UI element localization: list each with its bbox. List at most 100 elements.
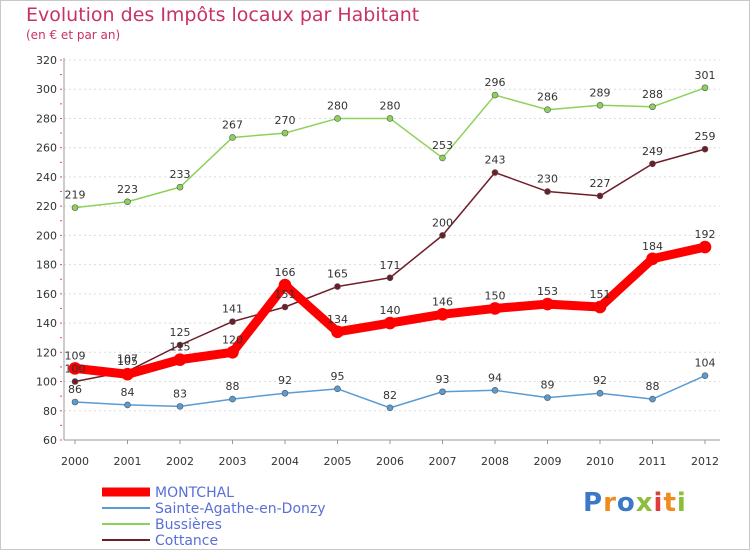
data-label: 120 xyxy=(222,333,243,346)
data-point xyxy=(278,278,292,292)
y-tick-label: 300 xyxy=(36,83,57,96)
data-label: 192 xyxy=(695,228,716,241)
logo-letter: o xyxy=(616,488,636,518)
legend-label: Cottance xyxy=(155,533,218,549)
data-label: 100 xyxy=(65,363,86,376)
data-label: 249 xyxy=(642,145,663,158)
data-label: 166 xyxy=(275,266,296,279)
data-point xyxy=(386,404,394,412)
data-point xyxy=(334,385,341,393)
x-tick-label: 2010 xyxy=(586,455,614,468)
data-label: 184 xyxy=(642,240,663,253)
y-tick-label: 240 xyxy=(36,171,57,184)
data-label: 270 xyxy=(275,114,296,127)
logo-letter: r xyxy=(603,488,617,518)
data-label: 253 xyxy=(432,139,453,152)
y-tick-label: 220 xyxy=(36,200,57,213)
data-point xyxy=(649,103,656,111)
data-point xyxy=(71,398,79,406)
data-label: 165 xyxy=(327,268,348,281)
legend: MONTCHALSainte-Agathe-en-DonzyBussièresC… xyxy=(102,485,326,549)
chart-title: Evolution des Impôts locaux par Habitant xyxy=(26,4,420,26)
data-point xyxy=(439,232,446,239)
data-point xyxy=(544,394,551,401)
data-label: 223 xyxy=(117,183,138,196)
data-point xyxy=(491,91,499,99)
data-point xyxy=(646,252,659,266)
x-tick-label: 2012 xyxy=(691,455,719,468)
data-point xyxy=(544,188,551,195)
data-label: 93 xyxy=(436,373,450,386)
y-tick-label: 180 xyxy=(36,259,57,272)
x-tick-label: 2009 xyxy=(534,455,562,468)
data-point xyxy=(436,308,449,321)
data-point xyxy=(386,274,394,282)
data-label: 296 xyxy=(485,76,506,89)
logo-letter: i xyxy=(653,488,664,518)
data-point xyxy=(281,129,289,137)
data-label: 115 xyxy=(170,341,191,354)
data-label: 105 xyxy=(117,355,138,368)
data-point xyxy=(281,303,289,311)
data-point xyxy=(229,318,236,325)
data-label: 104 xyxy=(695,357,716,370)
logo-letter: i xyxy=(676,488,687,518)
y-tick-label: 80 xyxy=(43,405,57,418)
data-labels: 219 223 233 267 270 280 280 253 296 286 289 288 301 1… xyxy=(65,69,716,402)
data-label: 151 xyxy=(590,288,611,301)
data-point xyxy=(124,401,131,409)
x-tick-label: 2000 xyxy=(61,455,89,468)
x-tick-label: 2003 xyxy=(219,455,247,468)
data-point xyxy=(229,395,236,403)
data-label: 280 xyxy=(327,99,348,112)
y-tick-label: 320 xyxy=(36,54,57,67)
data-point xyxy=(124,198,131,206)
data-point xyxy=(331,325,344,339)
x-tick-label: 2006 xyxy=(376,455,404,468)
data-point xyxy=(488,302,502,315)
data-label: 151 xyxy=(275,288,296,301)
data-label: 86 xyxy=(68,383,82,396)
chart-subtitle: (en € et par an) xyxy=(26,28,121,42)
data-point xyxy=(701,372,709,379)
data-point xyxy=(491,387,499,394)
logo-letter: P xyxy=(583,488,604,518)
data-label: 227 xyxy=(590,177,611,190)
data-point xyxy=(649,160,656,168)
data-label: 92 xyxy=(278,374,292,387)
data-label: 140 xyxy=(380,304,401,317)
data-point xyxy=(121,367,134,381)
data-label: 153 xyxy=(537,285,558,298)
x-tick-label: 2005 xyxy=(324,455,352,468)
y-tick-label: 200 xyxy=(36,229,57,242)
data-label: 200 xyxy=(432,216,453,229)
data-point xyxy=(383,316,397,330)
grid-lines xyxy=(64,59,720,441)
data-point xyxy=(439,388,446,396)
data-label: 109 xyxy=(65,349,86,362)
axes: 60 80 100 120 140 160 180 200 220 240 260 280 300 320… xyxy=(36,54,720,468)
data-label: 267 xyxy=(222,118,243,131)
data-point xyxy=(68,362,82,375)
legend-label: Bussières xyxy=(155,517,222,533)
y-tick-label: 120 xyxy=(36,346,57,359)
data-label: 233 xyxy=(170,168,191,181)
data-label: 107 xyxy=(117,352,138,365)
data-point xyxy=(439,154,446,162)
x-tick-label: 2004 xyxy=(271,455,299,468)
data-point xyxy=(701,145,709,153)
data-point xyxy=(541,297,554,311)
data-point xyxy=(544,106,551,113)
data-label: 88 xyxy=(646,380,660,393)
data-label: 280 xyxy=(380,99,401,112)
data-label: 301 xyxy=(695,69,716,82)
logo-letter: x xyxy=(635,488,654,518)
data-point xyxy=(71,378,79,385)
y-tick-label: 260 xyxy=(36,142,57,155)
data-point xyxy=(176,341,184,349)
data-label: 134 xyxy=(327,313,348,326)
data-label: 289 xyxy=(590,86,611,99)
data-label: 259 xyxy=(695,130,716,143)
data-point xyxy=(173,353,187,366)
y-tick-label: 60 xyxy=(43,434,57,447)
